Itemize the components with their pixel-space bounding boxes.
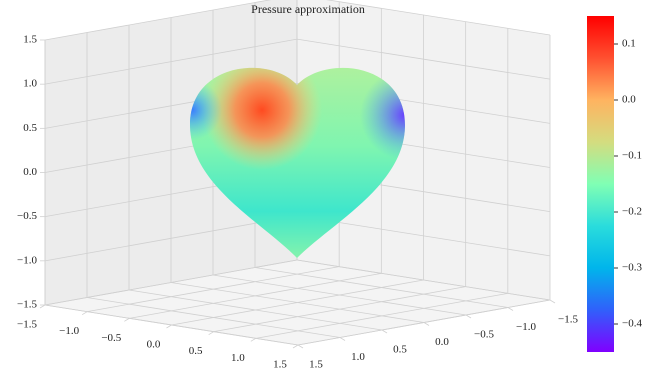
x-tick-label: 0.0 <box>147 339 161 351</box>
y-tick <box>339 337 346 341</box>
y-tick-label: 0.5 <box>393 344 407 356</box>
grid-line <box>296 259 551 301</box>
y-tick-label: 0.0 <box>435 336 449 348</box>
x-tick <box>166 324 172 329</box>
x-tick <box>39 304 46 309</box>
colorbar-tick-label: −0.4 <box>622 318 642 330</box>
tick-labels: −1.5 −1.0 −0.5 0.0 0.5 1.0 1.5 −1.5 −1.0 −0.5 0.0 0… <box>17 34 578 371</box>
grid-line <box>86 297 341 338</box>
colorbar-tick-label: −0.1 <box>622 150 642 162</box>
x-tick <box>81 311 88 316</box>
grid-line <box>296 38 551 80</box>
colorbar-tick-label: 0.0 <box>622 94 636 106</box>
y-tick-label: 1.0 <box>351 351 365 363</box>
grid <box>44 0 551 346</box>
z-tick-label: −1.5 <box>17 299 37 311</box>
z-tick-label: 0.0 <box>23 166 37 178</box>
colorbar-tick-label: 0.1 <box>622 38 636 50</box>
grid-line <box>212 274 467 316</box>
colorbar-tick-label: −0.3 <box>622 262 642 274</box>
x-tick-label: 1.5 <box>273 359 287 371</box>
y-tick <box>507 307 514 311</box>
z-tick-label: 1.0 <box>23 78 37 90</box>
y-tick-label: −0.5 <box>474 329 494 341</box>
z-tick-label: 1.5 <box>23 34 37 46</box>
x-tick-label: −1.0 <box>59 325 79 337</box>
y-tick <box>423 322 430 326</box>
grid-line <box>170 282 425 323</box>
x-tick-label: 1.0 <box>231 352 245 364</box>
colorbar-tick-label: −0.2 <box>622 206 642 218</box>
grid-line <box>44 215 298 262</box>
y-tick <box>297 344 304 349</box>
grid-line <box>326 0 551 36</box>
x-tick <box>292 344 299 349</box>
x-tick <box>208 331 214 336</box>
y-axis-line <box>297 299 551 346</box>
grid-line <box>44 38 298 85</box>
y-tick <box>381 329 388 334</box>
z-tick-label: −0.5 <box>17 210 37 222</box>
x-tick <box>250 337 257 342</box>
grid-line <box>44 0 272 41</box>
y-tick-label: 1.5 <box>309 359 323 371</box>
x-axis-line <box>44 304 299 346</box>
y-tick-label: −1.0 <box>516 321 536 333</box>
grid-line <box>44 259 298 306</box>
z-tick-label: −1.0 <box>17 254 37 266</box>
x-tick-label: −0.5 <box>101 332 121 344</box>
y-tick <box>549 299 556 304</box>
chart-title: Pressure approximation <box>251 2 365 16</box>
x-tick-label: 0.5 <box>189 345 203 357</box>
grid-line <box>296 215 551 257</box>
grid-line <box>254 267 509 308</box>
z-tick-label: 0.5 <box>23 122 37 134</box>
x-tick <box>124 317 130 322</box>
y-tick-label: −1.5 <box>558 314 578 326</box>
colorbar <box>587 16 614 352</box>
y-tick <box>465 314 472 319</box>
grid-line <box>128 289 383 331</box>
x-tick-label: −1.5 <box>17 319 37 331</box>
